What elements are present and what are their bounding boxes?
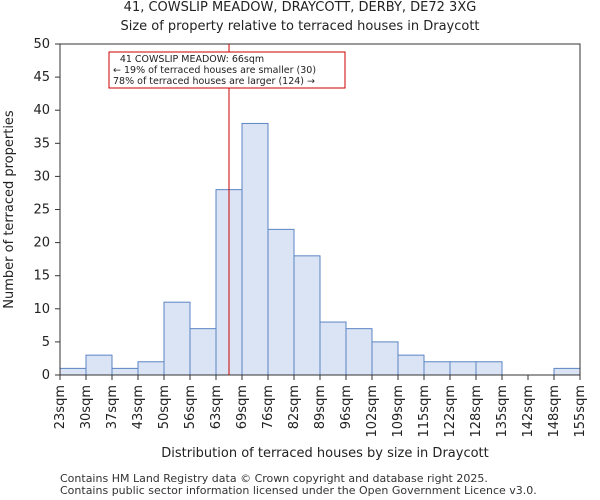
y-tick-label: 20 (33, 236, 50, 251)
histogram-bar (319, 321, 347, 376)
histogram-bar (397, 354, 425, 376)
y-tick-label: 40 (33, 103, 50, 118)
chart-subtitle: Size of property relative to terraced ho… (120, 19, 480, 34)
y-tick-label: 30 (33, 169, 50, 184)
annotation-box (108, 51, 346, 89)
x-tick-label: 96sqm (339, 385, 354, 429)
y-tick-label: 15 (33, 269, 50, 284)
marker-annotation: 41 COWSLIP MEADOW: 66sqm ← 19% of terrac… (108, 51, 346, 89)
y-tick-label: 50 (33, 37, 50, 52)
y-tick-label: 5 (42, 335, 50, 350)
x-tick-label: 135sqm (495, 385, 510, 438)
annotation-line-3: 78% of terraced houses are larger (124) … (113, 76, 315, 87)
x-tick-label: 109sqm (391, 385, 406, 438)
histogram-bar (553, 367, 581, 376)
histogram-bar (85, 354, 113, 376)
footer-licence: Contains public sector information licen… (60, 484, 537, 497)
histogram-bar (241, 122, 269, 376)
y-tick-label: 45 (33, 70, 50, 85)
x-axis-label: Distribution of terraced houses by size … (161, 446, 489, 461)
x-tick-label: 37sqm (105, 385, 120, 429)
x-tick-label: 122sqm (443, 385, 458, 438)
histogram-bar (371, 341, 399, 376)
histogram-bar (59, 367, 87, 376)
x-tick-label: 82sqm (287, 385, 302, 429)
chart-title: 41, COWSLIP MEADOW, DRAYCOTT, DERBY, DE7… (123, 0, 477, 15)
y-tick-label: 0 (42, 368, 50, 383)
histogram-bar (423, 361, 451, 376)
histogram-bar (345, 328, 373, 376)
y-tick-label: 25 (33, 203, 50, 218)
x-tick-label: 148sqm (547, 385, 562, 438)
histogram-bar (163, 301, 191, 376)
x-tick-label: 128sqm (469, 385, 484, 438)
histogram-bar (267, 228, 295, 376)
histogram-bar (449, 361, 477, 376)
histogram-bar (189, 328, 217, 376)
x-tick-label: 50sqm (157, 385, 172, 429)
x-tick-label: 69sqm (235, 385, 250, 429)
footer-copyright: Contains HM Land Registry data © Crown c… (60, 472, 488, 485)
y-tick-label: 35 (33, 136, 50, 151)
histogram-bar (475, 361, 503, 376)
x-tick-label: 115sqm (417, 385, 432, 438)
x-axis: 23sqm 30sqm 37sqm 43sqm 50sqm 56sqm 63sqm 69sqm… (53, 375, 588, 438)
y-axis-label: Number of terraced properties (2, 110, 17, 309)
x-tick-label: 142sqm (521, 385, 536, 438)
x-tick-label: 63sqm (209, 385, 224, 429)
x-tick-label: 89sqm (313, 385, 328, 429)
histogram-bar (111, 367, 139, 376)
histogram-bar (293, 255, 321, 376)
x-tick-label: 56sqm (183, 385, 198, 429)
x-tick-label: 102sqm (365, 385, 380, 438)
x-tick-label: 155sqm (573, 385, 588, 438)
annotation-line-2: ← 19% of terraced houses are smaller (30… (113, 65, 316, 76)
x-tick-label: 23sqm (53, 385, 68, 429)
x-tick-label: 43sqm (131, 385, 146, 429)
y-axis: 0 5 10 15 20 25 30 35 40 45 50 (33, 37, 60, 383)
annotation-line-1: 41 COWSLIP MEADOW: 66sqm (120, 54, 264, 65)
histogram-bar (137, 361, 165, 376)
bars-group (59, 122, 581, 376)
x-tick-label: 76sqm (261, 385, 276, 429)
x-tick-label: 30sqm (79, 385, 94, 429)
y-tick-label: 10 (33, 302, 50, 317)
